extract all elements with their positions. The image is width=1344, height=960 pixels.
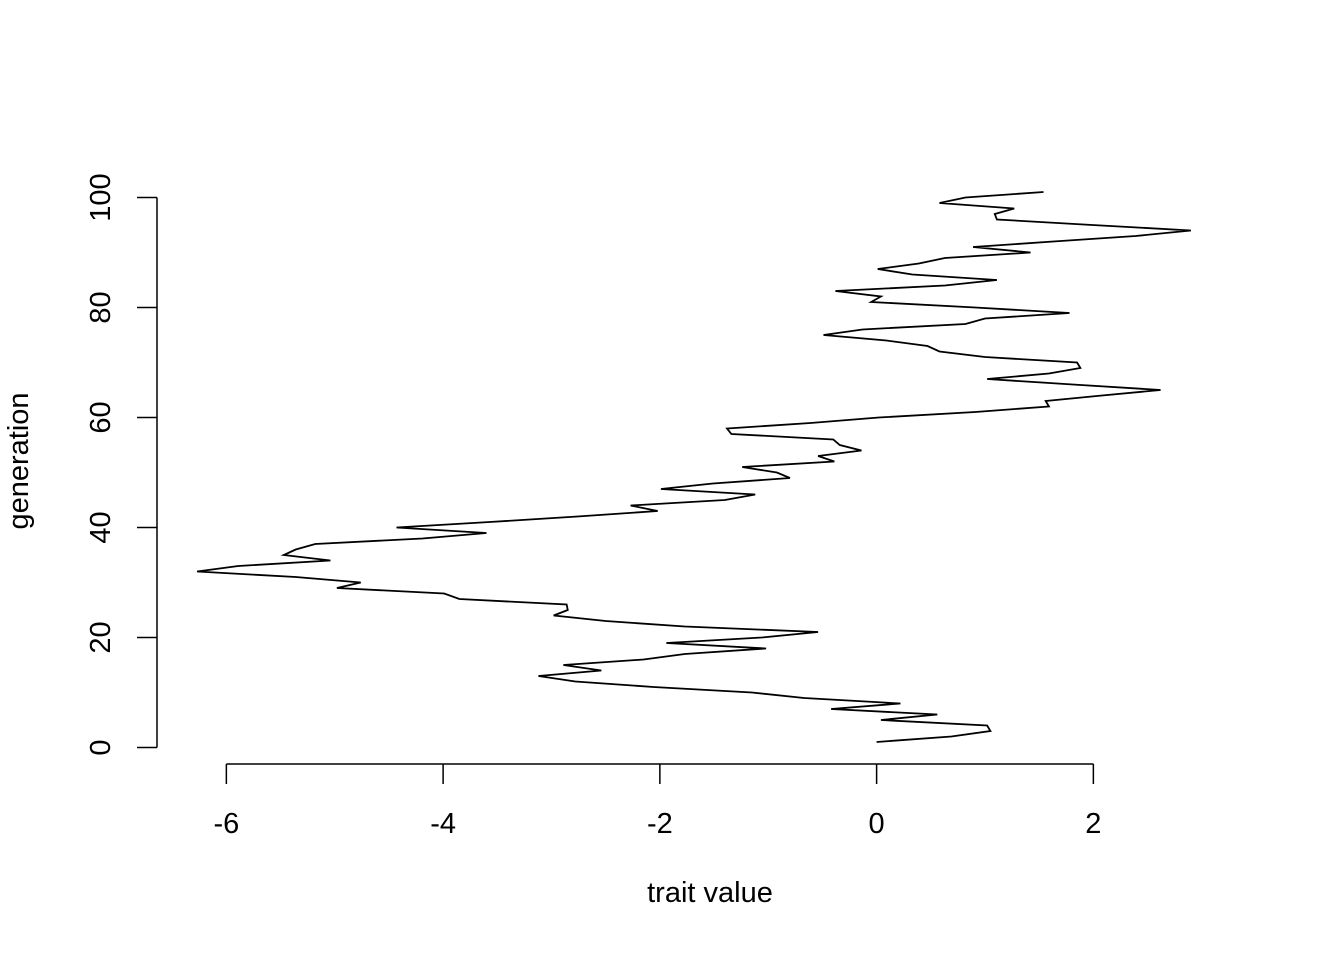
y-axis-label: generation	[3, 392, 35, 529]
y-tick-label: 40	[85, 511, 117, 543]
data-line	[196, 191, 1191, 743]
y-tick-label: 100	[85, 173, 117, 221]
x-tick-label: -6	[213, 808, 239, 840]
x-tick-label: 2	[1085, 808, 1101, 840]
y-tick-label: 20	[85, 621, 117, 653]
x-axis-label: trait value	[647, 877, 773, 909]
y-tick-label: 0	[85, 739, 117, 755]
x-tick-label: 0	[869, 808, 885, 840]
y-tick-label: 60	[85, 401, 117, 433]
x-tick-label: -4	[430, 808, 456, 840]
y-tick-label: 80	[85, 291, 117, 323]
x-tick-label: -2	[647, 808, 673, 840]
